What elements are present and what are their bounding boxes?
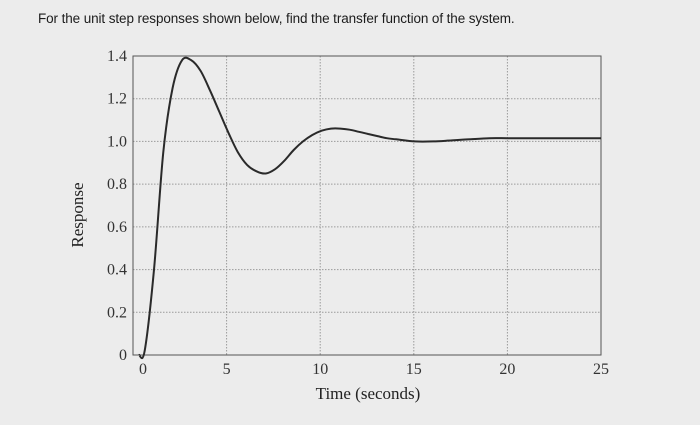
- y-tick-label: 0.6: [107, 219, 127, 236]
- y-tick-label: 0.4: [107, 262, 127, 279]
- x-tick-label: 25: [593, 361, 609, 378]
- x-tick-labels: 0 5 10 15 20 25: [139, 361, 609, 378]
- y-tick-label: 1.4: [107, 48, 127, 65]
- x-tick-label: 20: [499, 361, 515, 378]
- y-axis-title: Response: [68, 182, 87, 247]
- y-tick-label: 0.2: [107, 304, 127, 321]
- y-tick-labels: 0 0.2 0.4 0.6 0.8 1.0 1.2 1.4: [107, 48, 127, 364]
- question-text: For the unit step responses shown below,…: [38, 11, 515, 26]
- y-tick-label: 1.2: [107, 91, 127, 108]
- plot-frame: [132, 55, 602, 356]
- y-tick-label: 0.8: [107, 176, 127, 193]
- x-axis-title: Time (seconds): [316, 384, 421, 403]
- x-tick-label: 15: [406, 361, 422, 378]
- grid-lines: [133, 56, 601, 355]
- x-tick-label: 5: [223, 361, 231, 378]
- response-curve: [138, 56, 601, 360]
- x-tick-label: 0: [139, 361, 147, 378]
- y-tick-label: 1.0: [107, 133, 127, 150]
- x-tick-label: 10: [312, 361, 328, 378]
- y-tick-label: 0: [119, 347, 127, 364]
